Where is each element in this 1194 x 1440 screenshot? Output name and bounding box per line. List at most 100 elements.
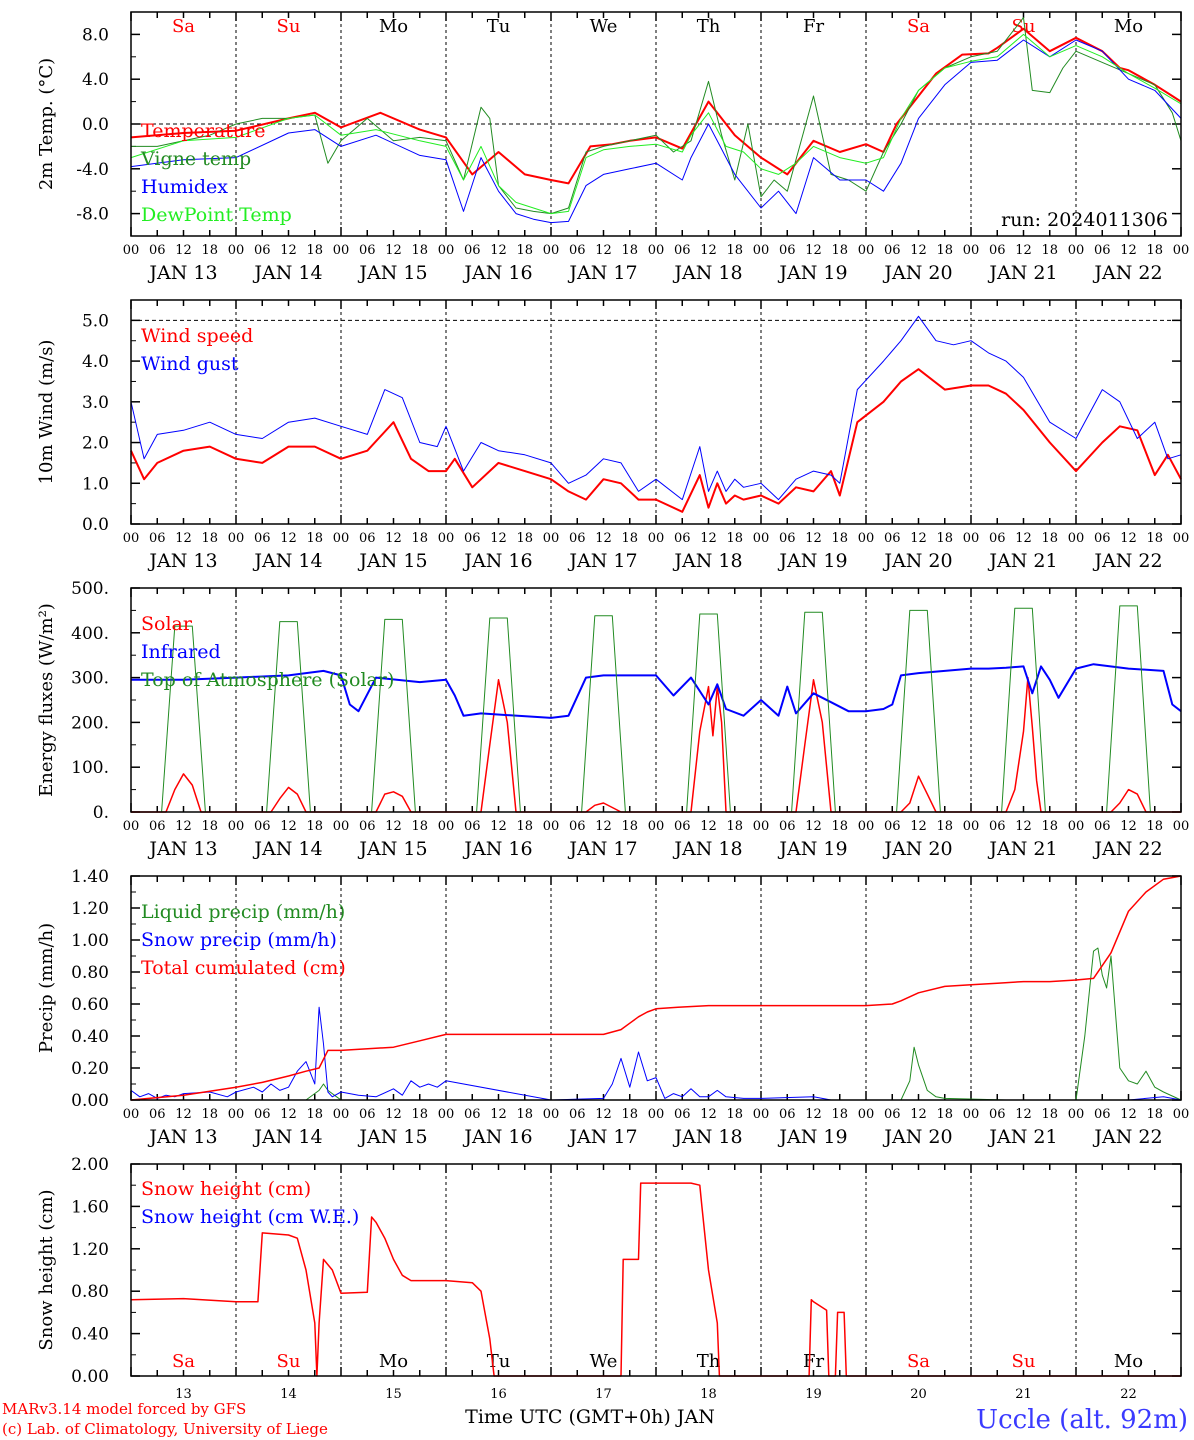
y-tick-label: 2.0	[82, 434, 109, 454]
hour-tick-label: 00	[123, 819, 140, 834]
legend-entry: Top of Atmosphere (Solar)	[141, 669, 394, 691]
hour-tick-label: 06	[779, 531, 796, 546]
plot-frame	[130, 875, 1182, 1101]
weekday-label: Fr	[803, 1351, 824, 1372]
hour-tick-label: 18	[621, 1107, 638, 1122]
date-label: JAN 13	[147, 1126, 217, 1148]
legend-entry: Wind gust	[141, 353, 239, 375]
y-tick-label: -4.0	[76, 160, 109, 180]
y-tick-label: 200.	[71, 713, 109, 733]
hour-tick-label: 00	[963, 243, 980, 258]
hour-tick-label: 00	[333, 819, 350, 834]
weekday-label: Th	[697, 1351, 721, 1372]
y-tick-label: 500.	[71, 579, 109, 599]
hour-tick-label: 00	[1173, 531, 1190, 546]
hour-tick-label: 18	[1041, 243, 1058, 258]
y-axis-label: Precip (mm/h)	[36, 923, 57, 1053]
hour-tick-label: 18	[726, 243, 743, 258]
hour-tick-label: 18	[411, 531, 428, 546]
y-tick-label: 300.	[71, 669, 109, 689]
y-tick-label: 2.00	[71, 1155, 109, 1175]
y-tick-label: 0.00	[71, 1091, 109, 1111]
hour-tick-label: 00	[858, 819, 875, 834]
hour-tick-label: 06	[149, 819, 166, 834]
hour-tick-label: 06	[1094, 1107, 1111, 1122]
y-tick-label: 0.80	[71, 963, 109, 983]
hour-tick-label: 18	[936, 1107, 953, 1122]
hour-tick-label: 12	[175, 531, 192, 546]
hour-tick-label: 00	[123, 531, 140, 546]
hour-tick-label: 06	[989, 1107, 1006, 1122]
hour-tick-label: 12	[490, 819, 507, 834]
hour-tick-label: 00	[228, 531, 245, 546]
hour-tick-label: 00	[543, 1107, 560, 1122]
hour-tick-label: 18	[1146, 243, 1163, 258]
hour-tick-label: 12	[805, 819, 822, 834]
hour-tick-label: 18	[516, 819, 533, 834]
y-tick-label: 0.40	[71, 1325, 109, 1345]
hour-tick-label: 18	[1146, 819, 1163, 834]
y-tick-label: 1.40	[71, 867, 109, 887]
hour-tick-label: 12	[1120, 819, 1137, 834]
series-line-total-cumulated-cm-	[130, 875, 1182, 1101]
weekday-label: Mo	[379, 1351, 408, 1372]
hour-tick-label: 00	[333, 243, 350, 258]
y-axis-label: 2m Temp. (°C)	[36, 58, 57, 190]
hour-tick-label: 12	[385, 819, 402, 834]
hour-tick-label: 12	[595, 531, 612, 546]
model-credit: MARv3.14 model forced by GFS	[2, 1400, 246, 1418]
hour-tick-label: 12	[700, 819, 717, 834]
y-tick-label: 1.0	[82, 474, 109, 494]
hour-tick-label: 18	[516, 531, 533, 546]
run-label: run: 2024011306	[1001, 209, 1168, 231]
weekday-label: Sa	[172, 1351, 195, 1372]
hour-tick-label: 12	[805, 1107, 822, 1122]
hour-tick-label: 00	[543, 243, 560, 258]
date-label: JAN 14	[252, 262, 322, 284]
hour-tick-label: 00	[1068, 1107, 1085, 1122]
hour-tick-label: 12	[280, 819, 297, 834]
date-label: JAN 16	[462, 262, 532, 284]
date-label: JAN 17	[567, 838, 637, 860]
station-label: Uccle (alt. 92m)	[976, 1405, 1188, 1435]
legend-entry: DewPoint Temp	[141, 204, 292, 226]
hour-tick-label: 06	[149, 1107, 166, 1122]
date-label: JAN 21	[987, 550, 1057, 572]
hour-tick-label: 00	[858, 243, 875, 258]
hour-tick-label: 06	[254, 1107, 271, 1122]
y-axis-label: 10m Wind (m/s)	[36, 340, 57, 485]
hour-tick-label: 06	[254, 531, 271, 546]
hour-tick-label: 00	[648, 819, 665, 834]
date-label: JAN 22	[1092, 838, 1162, 860]
series-line-humidex	[130, 39, 1182, 224]
hour-tick-label: 06	[884, 819, 901, 834]
hour-tick-label: 12	[910, 819, 927, 834]
hour-tick-label: 00	[228, 243, 245, 258]
hour-tick-label: 06	[989, 243, 1006, 258]
time-axis-title: Time UTC (GMT+0h) JAN	[465, 1406, 715, 1428]
hour-tick-label: 06	[464, 819, 481, 834]
legend-entry: Solar	[141, 613, 193, 635]
date-label: JAN 17	[567, 262, 637, 284]
date-label: JAN 20	[882, 550, 952, 572]
y-axis-label: Snow height (cm)	[36, 1189, 57, 1350]
hour-tick-label: 06	[569, 1107, 586, 1122]
day-number-label: 16	[490, 1387, 507, 1402]
date-label: JAN 19	[777, 838, 847, 860]
date-label: JAN 16	[462, 838, 532, 860]
hour-tick-label: 12	[280, 1107, 297, 1122]
hour-tick-label: 12	[280, 531, 297, 546]
hour-tick-label: 12	[1015, 243, 1032, 258]
snow-panel: 0.00 0.40 0.80 1.20 1.60 2.00 13 14 15 16 17 18 19 20…	[36, 1155, 1182, 1402]
day-number-label: 13	[175, 1387, 192, 1402]
hour-tick-label: 00	[543, 819, 560, 834]
hour-tick-label: 12	[175, 819, 192, 834]
weekday-label: We	[590, 1351, 618, 1372]
date-label: JAN 20	[882, 1126, 952, 1148]
hour-tick-label: 06	[464, 243, 481, 258]
hour-tick-label: 18	[1041, 531, 1058, 546]
date-label: JAN 19	[777, 550, 847, 572]
date-label: JAN 15	[357, 838, 427, 860]
hour-tick-label: 12	[595, 1107, 612, 1122]
hour-tick-label: 00	[1173, 1107, 1190, 1122]
